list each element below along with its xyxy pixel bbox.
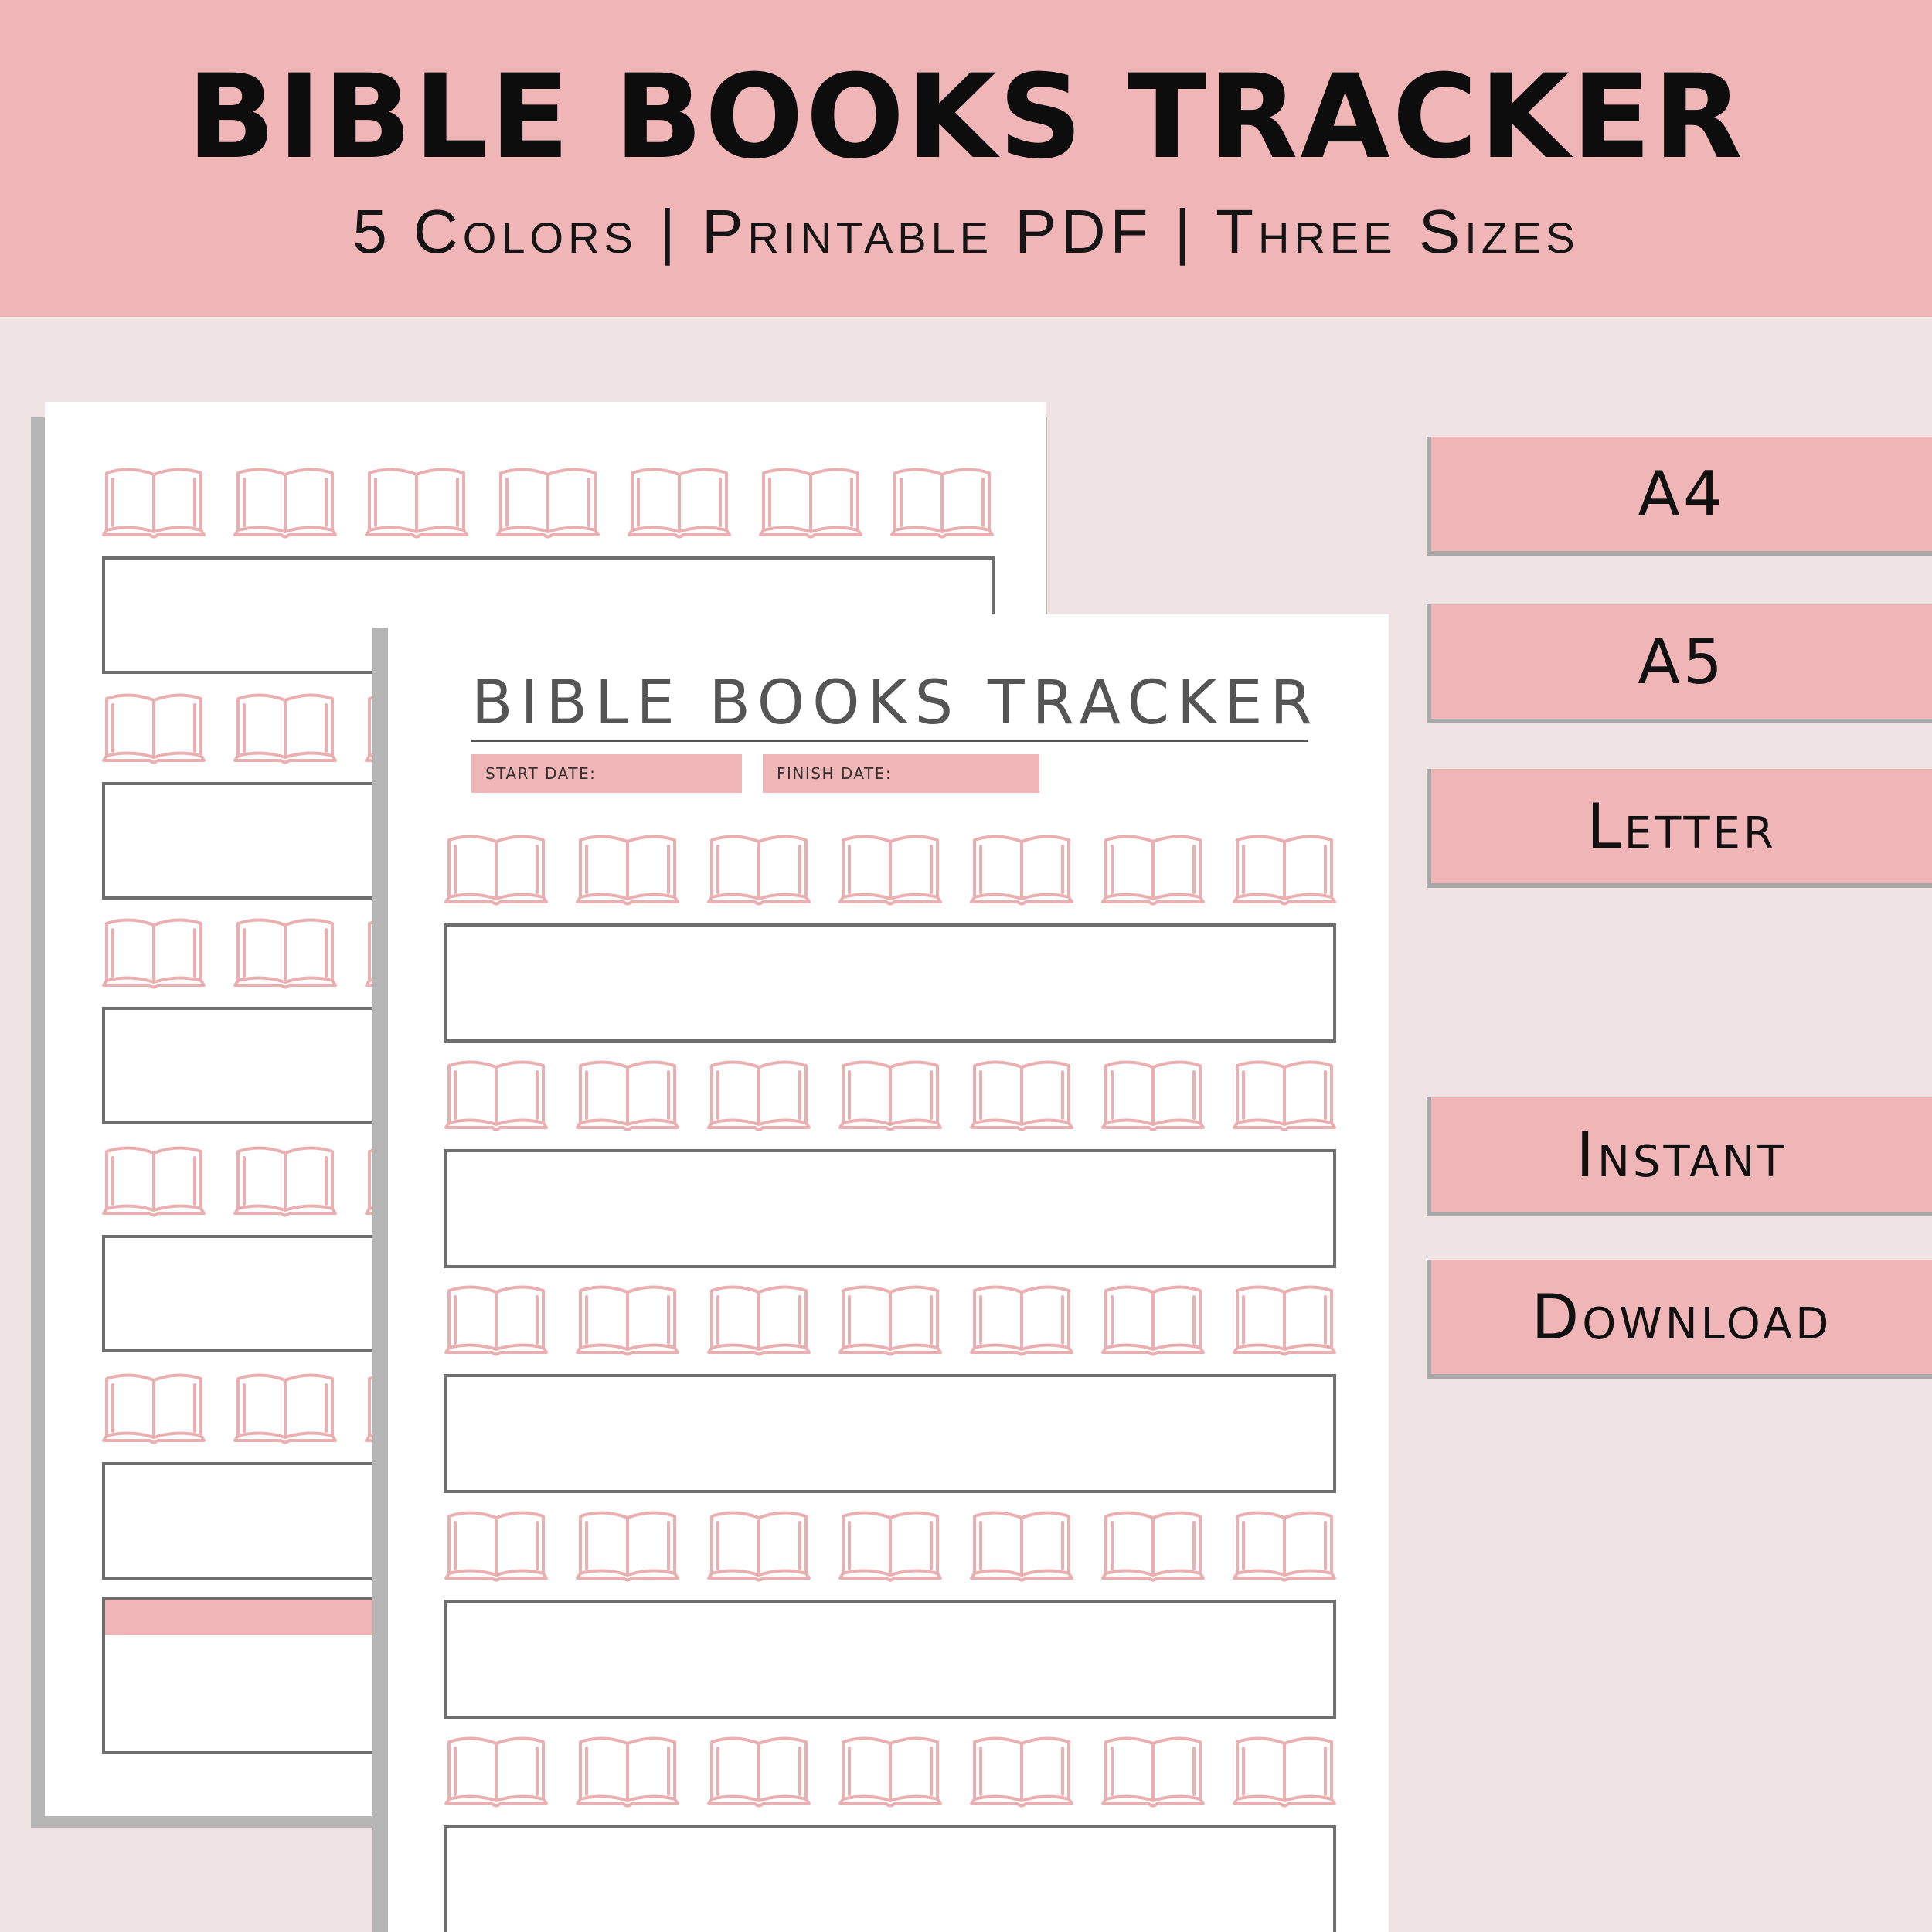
open-book-icon — [574, 1733, 681, 1810]
open-book-icon — [1231, 1281, 1338, 1359]
open-book-icon — [1100, 831, 1206, 908]
open-book-icon — [1100, 1056, 1206, 1134]
open-book-icon — [1100, 1281, 1206, 1359]
open-book-icon — [363, 464, 470, 541]
open-book-icon — [626, 464, 733, 541]
open-book-icon — [1231, 1507, 1338, 1584]
banner-title: BIBLE BOOKS TRACKER — [187, 50, 1745, 185]
open-book-icon — [837, 831, 944, 908]
open-book-icon — [837, 1733, 944, 1810]
start-date-field: START DATE: — [471, 754, 742, 793]
open-book-icon — [574, 1507, 681, 1584]
tag-download: Download — [1427, 1260, 1932, 1379]
size-tag-a5: A5 — [1427, 604, 1932, 723]
open-book-icon — [706, 1281, 812, 1359]
open-book-icon — [232, 914, 338, 992]
size-tag-a4: A4 — [1427, 437, 1932, 556]
open-book-icon — [443, 831, 549, 908]
banner-subtitle: 5 Colors | Printable PDF | Three Sizes — [352, 197, 1580, 266]
title-divider — [471, 740, 1308, 742]
open-book-icon — [706, 1733, 812, 1810]
writing-box — [444, 923, 1336, 1043]
open-book-icon — [232, 464, 338, 541]
open-book-icon — [706, 1056, 812, 1134]
open-book-icon — [1231, 1733, 1338, 1810]
writing-box — [444, 1600, 1336, 1719]
writing-box — [444, 1825, 1336, 1932]
open-book-icon — [232, 1142, 338, 1219]
open-book-icon — [968, 1281, 1075, 1359]
open-book-icon — [443, 1056, 549, 1134]
front-page-preview — [388, 614, 1389, 1932]
open-book-icon — [232, 1369, 338, 1447]
open-book-icon — [443, 1733, 549, 1810]
writing-box — [444, 1149, 1336, 1268]
open-book-icon — [100, 914, 207, 992]
finish-date-field: FINISH DATE: — [763, 754, 1039, 793]
open-book-icon — [1231, 831, 1338, 908]
tag-instant: Instant — [1427, 1097, 1932, 1216]
open-book-icon — [837, 1281, 944, 1359]
open-book-icon — [1100, 1733, 1206, 1810]
open-book-icon — [232, 689, 338, 767]
open-book-icon — [443, 1507, 549, 1584]
size-tag-letter: Letter — [1427, 769, 1932, 888]
open-book-icon — [574, 1056, 681, 1134]
open-book-icon — [100, 1369, 207, 1447]
open-book-icon — [100, 464, 207, 541]
open-book-icon — [968, 1733, 1075, 1810]
open-book-icon — [100, 689, 207, 767]
open-book-icon — [574, 1281, 681, 1359]
open-book-icon — [706, 831, 812, 908]
open-book-icon — [889, 464, 995, 541]
open-book-icon — [837, 1507, 944, 1584]
front-page-title: BIBLE BOOKS TRACKER — [471, 668, 1320, 738]
open-book-icon — [1100, 1507, 1206, 1584]
open-book-icon — [757, 464, 864, 541]
open-book-icon — [968, 1507, 1075, 1584]
open-book-icon — [968, 831, 1075, 908]
open-book-icon — [574, 831, 681, 908]
open-book-icon — [495, 464, 601, 541]
open-book-icon — [968, 1056, 1075, 1134]
open-book-icon — [706, 1507, 812, 1584]
header-banner: BIBLE BOOKS TRACKER 5 Colors | Printable… — [0, 0, 1932, 317]
open-book-icon — [443, 1281, 549, 1359]
writing-box — [444, 1374, 1336, 1493]
open-book-icon — [1231, 1056, 1338, 1134]
open-book-icon — [100, 1142, 207, 1219]
open-book-icon — [837, 1056, 944, 1134]
